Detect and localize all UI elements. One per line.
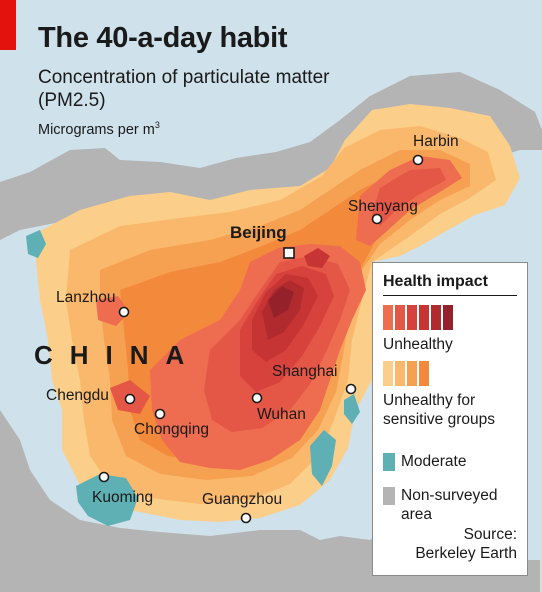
non-surveyed-swatch xyxy=(383,487,395,505)
unhealthy-swatch xyxy=(443,305,453,330)
lanzhou-marker xyxy=(118,306,130,318)
city-label-kuoming: Kuoming xyxy=(92,489,154,506)
city-label-chongqing: Chongqing xyxy=(134,421,209,438)
non-surveyed-label: Non-surveyed area xyxy=(401,487,498,523)
city-label-shanghai: Shanghai xyxy=(272,363,338,380)
harbin-marker xyxy=(412,154,424,166)
source-note: Source: Berkeley Earth xyxy=(415,526,517,562)
map-title: The 40-a-day habit xyxy=(38,22,288,54)
legend: Health impact Unhealthy Unhealthy for se… xyxy=(372,262,528,576)
sensitive-label: Unhealthy for sensitive groups xyxy=(383,392,496,428)
city-label-wuhan: Wuhan xyxy=(257,406,306,423)
sensitive-ramp xyxy=(383,361,429,386)
unhealthy-zone xyxy=(96,156,462,470)
unhealthy-ramp xyxy=(383,305,453,330)
unit-exponent: 3 xyxy=(154,120,160,130)
chengdu-marker xyxy=(124,393,136,405)
unhealthy-swatch xyxy=(395,305,405,330)
kuoming-marker xyxy=(98,471,110,483)
country-label: CHINA xyxy=(34,340,202,370)
brand-tag xyxy=(0,0,16,50)
moderate-label: Moderate xyxy=(401,453,467,470)
unhealthy-swatch xyxy=(383,305,393,330)
city-label-guangzhou: Guangzhou xyxy=(202,491,283,508)
wuhan-marker xyxy=(251,392,263,404)
unhealthy-swatch xyxy=(419,305,429,330)
sensitive-swatch xyxy=(407,361,417,386)
chongqing-marker xyxy=(154,408,166,420)
city-label-lanzhou: Lanzhou xyxy=(56,289,116,306)
sensitive-swatch xyxy=(419,361,429,386)
sensitive-swatch xyxy=(383,361,393,386)
unit-base: Micrograms per m xyxy=(38,121,155,138)
moderate-swatch xyxy=(383,453,395,471)
city-label-harbin: Harbin xyxy=(413,133,459,150)
unit-label: Micrograms per m3 xyxy=(38,120,160,138)
guangzhou-marker xyxy=(240,512,252,524)
city-markers xyxy=(98,154,424,524)
unhealthy-swatch xyxy=(407,305,417,330)
city-label-beijing: Beijing xyxy=(230,223,287,242)
unhealthy-swatch xyxy=(431,305,441,330)
legend-title: Health impact xyxy=(383,273,488,290)
shenyang-marker xyxy=(371,213,383,225)
city-label-shenyang: Shenyang xyxy=(348,198,418,215)
shanghai-marker xyxy=(345,383,357,395)
sensitive-swatch xyxy=(395,361,405,386)
moderate-zone xyxy=(26,230,360,526)
beijing-marker xyxy=(283,247,295,259)
city-label-chengdu: Chengdu xyxy=(46,387,109,404)
legend-divider xyxy=(383,295,517,296)
map-subtitle: Concentration of particulate matter (PM2… xyxy=(38,67,330,111)
unhealthy-label: Unhealthy xyxy=(383,336,453,353)
